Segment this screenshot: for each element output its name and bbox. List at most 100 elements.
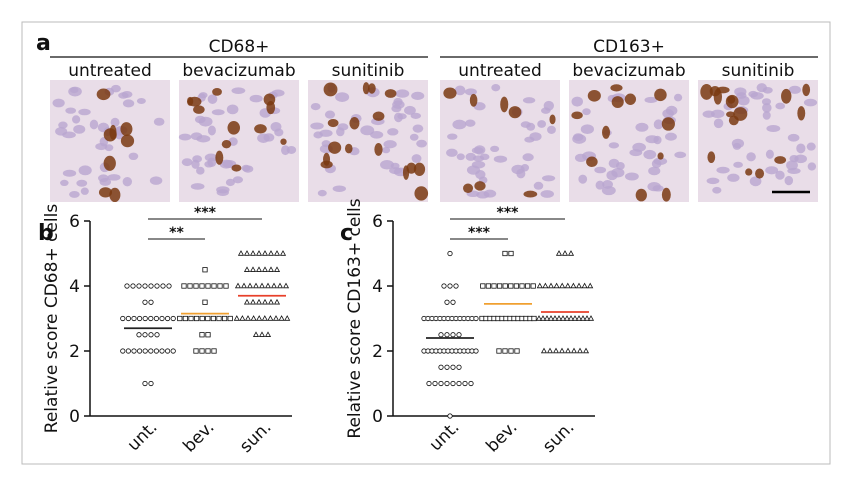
point [496,348,502,354]
nucleus [118,92,129,99]
point [193,348,199,354]
nucleus [281,145,290,156]
macrophage [402,165,410,180]
point [124,283,130,289]
point [567,250,575,256]
point [576,347,584,354]
point [153,348,159,354]
nucleus [198,92,208,99]
nucleus [317,189,327,197]
nucleus [572,134,587,144]
nucleus [643,149,657,160]
point [456,380,462,387]
nucleus [211,109,225,116]
macrophage [781,88,792,104]
nucleus [313,131,323,139]
x-tick-label: sun. [539,417,578,456]
nucleus [784,175,794,186]
nucleus [574,153,587,163]
nucleus [274,128,284,137]
nucleus [471,160,486,169]
nucleus [69,87,79,94]
macrophage [349,117,360,130]
point [447,413,453,419]
macrophage [602,125,611,139]
nucleus [216,189,229,197]
nucleus [411,91,425,100]
nucleus [653,119,664,130]
nucleus [62,169,77,177]
point [508,348,514,354]
point [148,332,154,338]
frame [21,21,831,465]
nucleus [73,124,86,134]
macrophage [571,111,583,120]
macrophage [802,83,811,97]
point [559,315,567,321]
point [264,282,272,289]
point [188,315,194,322]
nucleus [178,133,192,141]
point [267,298,275,305]
point [579,315,587,321]
point [276,282,284,289]
image-label: untreated [458,61,542,81]
nucleus [766,124,781,133]
macrophage [328,141,342,154]
point [485,283,492,289]
nucleus [653,135,662,145]
y-tick-label: 4 [69,277,80,297]
nucleus [324,110,336,119]
x-tick-label: bev. [482,417,521,456]
nucleus [594,166,607,174]
nucleus [390,162,400,170]
nucleus [226,104,239,115]
macrophage [443,87,457,99]
nucleus [746,152,756,162]
macrophage [212,88,222,96]
point [502,348,508,354]
point [496,283,503,289]
nucleus [55,127,68,136]
point [255,266,263,272]
point [142,299,148,305]
nucleus [136,98,146,105]
significance-label: *** [194,205,217,221]
point [205,332,211,338]
nucleus [765,166,779,175]
macrophage [474,181,486,191]
nucleus [786,160,798,171]
macrophage [103,128,117,142]
macrophage [227,120,241,135]
nucleus [332,185,346,192]
x-tick-label: sun. [236,417,275,456]
image-label: untreated [68,61,152,81]
point [535,315,543,321]
macrophage [368,83,376,94]
point [551,315,559,321]
nucleus [520,121,531,128]
point [211,283,217,289]
macrophage [611,96,624,109]
nucleus [99,178,112,186]
point [531,315,537,322]
point [177,315,183,322]
point [159,315,165,322]
point [559,282,566,289]
point [142,315,148,322]
point [148,315,154,322]
point [216,315,222,322]
nucleus [490,145,500,153]
nucleus [404,105,416,115]
nucleus [310,102,321,111]
point [159,348,165,354]
macrophage [323,82,338,97]
nucleus [456,153,465,161]
nucleus [635,122,649,132]
point [249,250,257,256]
point [519,283,525,289]
point [444,364,450,370]
nucleus [540,190,555,198]
nucleus [207,94,218,104]
nucleus [520,163,530,172]
